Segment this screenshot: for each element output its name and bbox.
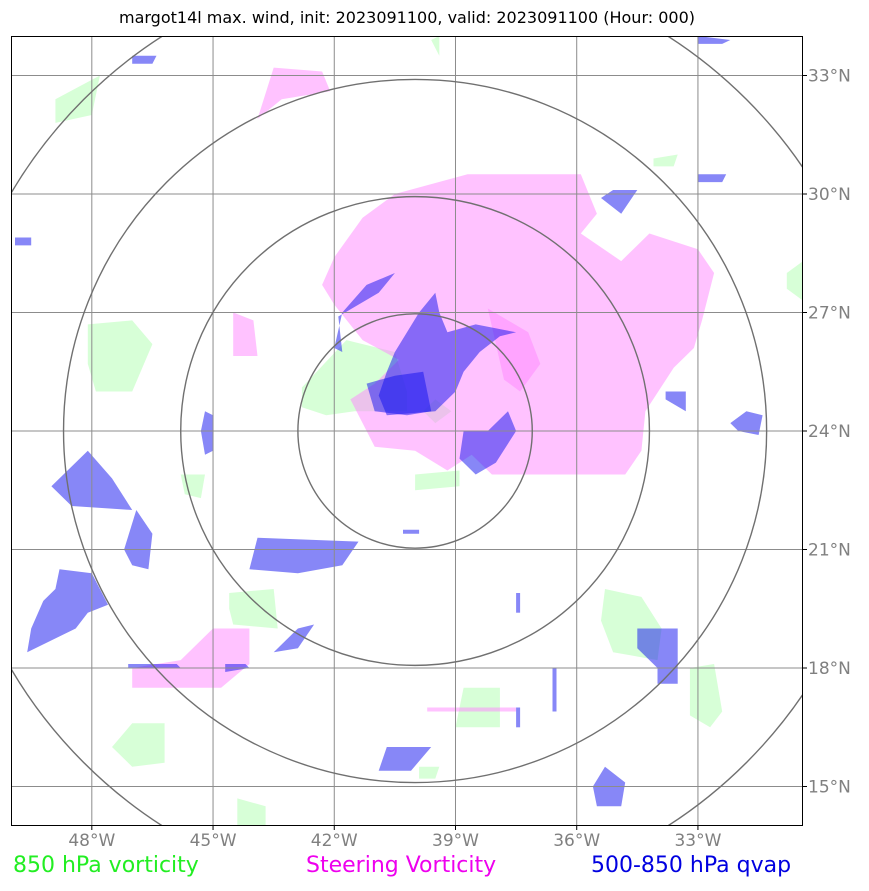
range-ring: [62, 78, 768, 784]
legend-qvap: 500-850 hPa qvap: [591, 853, 792, 878]
layer-1-region-5: [487, 308, 541, 392]
layer-2-region-13: [27, 569, 109, 653]
layer-2-region-16: [273, 624, 315, 653]
layer-1-region-1: [257, 67, 331, 119]
layer-2-region-19: [637, 628, 678, 684]
axis-tick-labels: 48°W 45°W 42°W 39°W 36°W 33°W 33°N 30°N 27°N 24°N…: [68, 67, 851, 852]
layer-2-region-22: [403, 529, 420, 534]
layer-0-region-15: [653, 154, 678, 167]
layer-2-region-24: [552, 668, 557, 712]
lat-tick-label: 24°N: [808, 422, 851, 442]
lat-tick-label: 33°N: [808, 67, 851, 87]
lat-tick-label: 30°N: [808, 185, 851, 205]
layer-2-region-20: [378, 747, 432, 771]
layer-0-region-12: [237, 798, 266, 826]
layer-0-region-8: [689, 664, 723, 728]
layer-2-region-1: [334, 273, 395, 352]
map-plot[interactable]: 48°W 45°W 42°W 39°W 36°W 33°W 33°N 30°N 27°N 24°N…: [11, 36, 869, 851]
layer-2-region-4: [601, 190, 638, 214]
lon-tick-label: 36°W: [553, 831, 600, 851]
range-rings: [11, 36, 803, 826]
layer-2-region-7: [132, 55, 157, 64]
layer-0-region-10: [112, 723, 165, 767]
lon-tick-label: 48°W: [68, 831, 115, 851]
lon-tick-label: 33°W: [674, 831, 721, 851]
plot-frame: [11, 36, 803, 826]
layer-2-region-9: [697, 174, 727, 183]
layer-2-region-6: [730, 411, 763, 435]
layer-2-region-12: [124, 510, 153, 570]
lat-tick-label: 18°N: [808, 659, 851, 679]
layer-0-region-0: [55, 75, 100, 123]
layer-1-region-4: [427, 707, 517, 712]
layer-2-region-14: [249, 537, 359, 574]
layer-2-region-25: [516, 707, 521, 728]
layer-0-region-5: [415, 470, 460, 491]
legend-850-vorticity: 850 hPa vorticity: [13, 853, 199, 878]
layer-2-region-2: [366, 371, 432, 416]
layer-0-region-11: [419, 766, 440, 779]
layer-2-region-8: [697, 36, 731, 44]
layer-0-region-14: [786, 261, 803, 301]
layer-0-region-1: [431, 36, 440, 56]
layer-1-region-3: [132, 628, 250, 688]
layer-0-region-6: [229, 589, 278, 629]
legend-steering-vorticity: Steering Vorticity: [306, 853, 497, 878]
layer-0-region-2: [87, 320, 153, 392]
layer-1-region-2: [233, 312, 258, 356]
lon-tick-label: 42°W: [311, 831, 358, 851]
lon-tick-label: 45°W: [190, 831, 237, 851]
lat-tick-label: 21°N: [808, 541, 851, 561]
range-ring: [297, 313, 533, 549]
layer-2-region-5: [665, 391, 686, 412]
figure-title: margot14l max. wind, init: 2023091100, v…: [118, 8, 695, 27]
layer-0-region-13: [180, 474, 205, 499]
layer-2-region-23: [516, 593, 521, 613]
range-ring: [180, 195, 651, 667]
lat-tick-label: 15°N: [808, 778, 851, 798]
layer-1-region-0: [322, 174, 715, 475]
map-layers: [15, 36, 803, 826]
layer-2-region-15: [200, 411, 213, 455]
layer-2-region-3: [459, 411, 517, 475]
lat-tick-label: 27°N: [808, 304, 851, 324]
lon-tick-label: 39°W: [432, 831, 479, 851]
graticule: [11, 36, 803, 826]
layer-2-region-10: [15, 237, 32, 246]
